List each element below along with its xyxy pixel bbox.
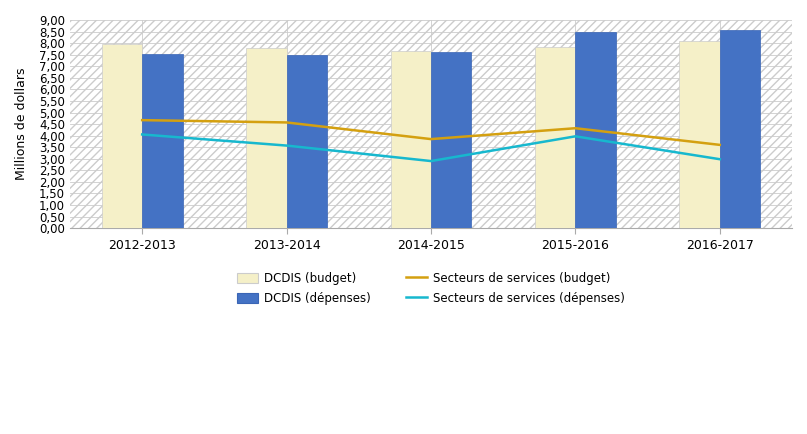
Bar bbox=[431, 52, 471, 228]
Bar bbox=[246, 48, 286, 228]
Bar bbox=[679, 41, 720, 228]
Bar bbox=[575, 32, 616, 228]
Bar bbox=[535, 47, 575, 228]
Legend: DCDIS (budget), DCDIS (dépenses), Secteurs de services (budget), Secteurs de ser: DCDIS (budget), DCDIS (dépenses), Secteu… bbox=[232, 267, 630, 309]
Bar bbox=[142, 54, 182, 228]
Bar bbox=[102, 43, 142, 228]
Bar bbox=[720, 30, 760, 228]
Bar bbox=[391, 50, 431, 228]
Bar bbox=[286, 55, 327, 228]
Y-axis label: Millions de dollars: Millions de dollars bbox=[15, 68, 28, 180]
